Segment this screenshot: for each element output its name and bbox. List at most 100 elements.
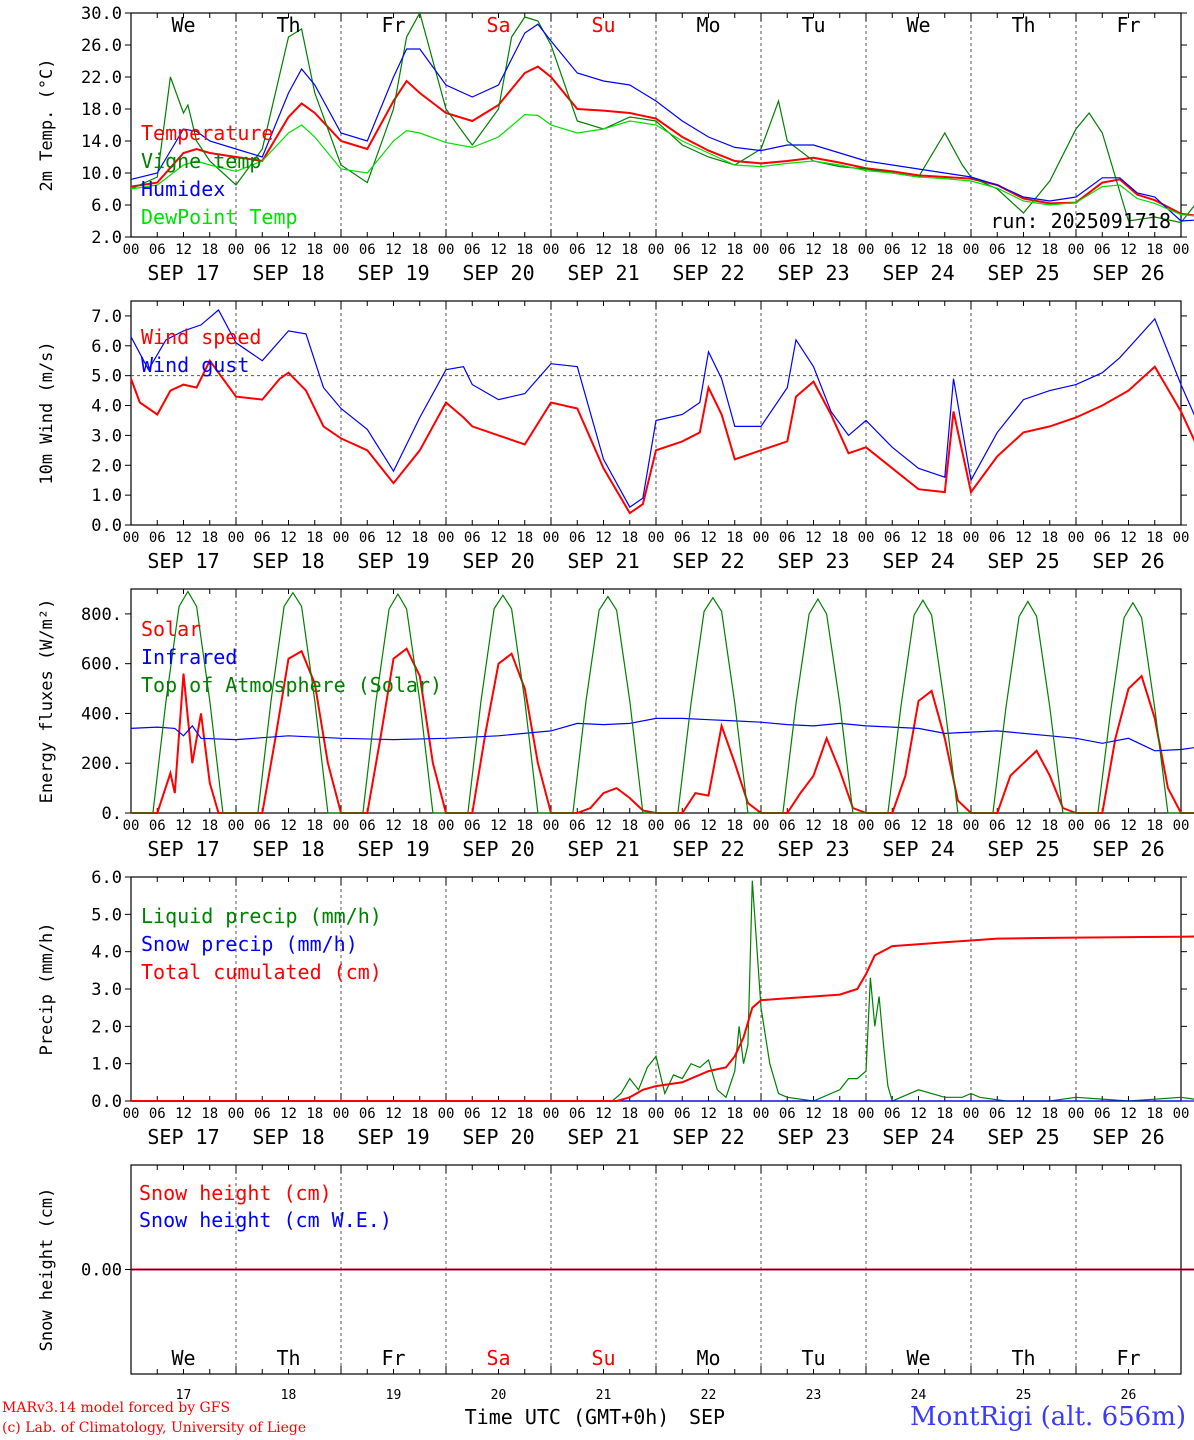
weekday-label: Su: [591, 13, 615, 37]
x-tick-label: 00: [858, 818, 875, 834]
x-tick-label: 06: [1094, 530, 1111, 546]
x-tick-label: 00: [963, 242, 980, 258]
x-tick-label: 06: [884, 530, 901, 546]
legend-entry: Top of Atmosphere (Solar): [141, 673, 442, 697]
weekday-label: Th: [1011, 1346, 1035, 1370]
x-tick-label: 06: [884, 242, 901, 258]
weekday-label: Sa: [486, 13, 510, 37]
x-tick-label: 00: [333, 1106, 350, 1122]
x-tick-label: 06: [674, 1106, 691, 1122]
y-tick-label: 30.0: [81, 4, 122, 24]
series-line-infrared: [130, 717, 1194, 752]
panel-frame: [130, 300, 1182, 526]
x-tick-label: 12: [490, 242, 507, 258]
x-tick-label: 12: [1015, 1106, 1032, 1122]
x-tick-label: 18: [936, 818, 953, 834]
x-tick-label: 06: [779, 818, 796, 834]
legend-entry: Liquid precip (mm/h): [141, 904, 382, 928]
y-axis-label: 2m Temp. (°C): [37, 58, 57, 191]
x-tick-label: 00: [543, 818, 560, 834]
x-tick-label: 06: [989, 530, 1006, 546]
date-label: SEP 24: [882, 549, 954, 573]
x-tick-label: 00: [648, 818, 665, 834]
date-label: SEP 22: [672, 261, 744, 285]
date-label: SEP 18: [252, 261, 324, 285]
x-tick-label: 18: [411, 530, 428, 546]
x-tick-label: 18: [516, 1106, 533, 1122]
x-tick-label: 12: [1120, 242, 1137, 258]
y-tick-label: 5.0: [91, 905, 122, 925]
x-tick-label: 06: [779, 530, 796, 546]
x-tick-label: 18: [516, 530, 533, 546]
legend-entry: Temperature: [141, 121, 273, 145]
x-tick-label: 12: [910, 530, 927, 546]
day-number: 26: [1121, 1388, 1137, 1403]
date-label: SEP 19: [357, 261, 429, 285]
x-tick-label: 06: [359, 818, 376, 834]
series-line-solar: [131, 647, 1194, 814]
y-tick-label: 6.0: [91, 196, 122, 216]
x-tick-label: 06: [149, 242, 166, 258]
x-tick-label: 18: [621, 818, 638, 834]
x-tick-label: 18: [621, 242, 638, 258]
x-tick-label: 18: [831, 242, 848, 258]
x-tick-label: 12: [175, 818, 192, 834]
day-number: 19: [386, 1388, 402, 1403]
x-tick-label: 00: [648, 530, 665, 546]
series-line-top-of-atmosphere-solar: [131, 590, 1194, 814]
x-tick-label: 06: [569, 242, 586, 258]
weekday-label: Th: [1011, 13, 1035, 37]
date-label: SEP 26: [1092, 1125, 1164, 1149]
y-tick-label: 0.0: [91, 1092, 122, 1112]
date-label: SEP 17: [147, 837, 219, 861]
weekday-label: Th: [276, 1346, 300, 1370]
date-label: SEP 24: [882, 837, 954, 861]
x-tick-label: 00: [858, 530, 875, 546]
y-axis-label: 10m Wind (m/s): [37, 341, 57, 484]
date-label: SEP 22: [672, 549, 744, 573]
weekday-label: Fr: [1116, 1346, 1140, 1370]
x-tick-label: 00: [753, 530, 770, 546]
legend-entry: Humidex: [141, 177, 225, 201]
day-number: 22: [701, 1388, 717, 1403]
x-tick-label: 00: [333, 818, 350, 834]
day-number: 25: [1016, 1388, 1032, 1403]
y-tick-label: 2.0: [91, 228, 122, 248]
x-tick-label: 12: [385, 530, 402, 546]
series-line-humidex: [130, 23, 1194, 222]
x-tick-label: 06: [254, 242, 271, 258]
date-label: SEP 20: [462, 837, 534, 861]
x-tick-label: 12: [175, 242, 192, 258]
weekday-label: Su: [591, 1346, 615, 1370]
x-tick-label: 06: [989, 1106, 1006, 1122]
x-tick-label: 12: [595, 242, 612, 258]
x-tick-label: 00: [333, 530, 350, 546]
x-tick-label: 18: [411, 1106, 428, 1122]
y-tick-label: 4.0: [91, 943, 122, 963]
legend-entry: Snow height (cm W.E.): [139, 1208, 392, 1232]
date-label: SEP 20: [462, 549, 534, 573]
date-label: SEP 19: [357, 549, 429, 573]
y-tick-label: 400.: [81, 704, 122, 724]
x-tick-label: 06: [254, 1106, 271, 1122]
x-tick-label: 06: [989, 818, 1006, 834]
y-axis-label: Precip (mm/h): [37, 922, 57, 1055]
y-tick-label: 10.0: [81, 164, 122, 184]
x-tick-label: 06: [359, 1106, 376, 1122]
x-tick-label: 12: [910, 818, 927, 834]
station-name: MontRigi (alt. 656m): [910, 1402, 1186, 1432]
series-line-wind-gust: [130, 309, 1194, 508]
y-tick-label: 14.0: [81, 132, 122, 152]
date-label: SEP 26: [1092, 261, 1164, 285]
x-tick-label: 18: [201, 818, 218, 834]
x-tick-label: 00: [648, 1106, 665, 1122]
date-label: SEP 19: [357, 837, 429, 861]
x-tick-label: 18: [621, 530, 638, 546]
x-tick-label: 18: [831, 1106, 848, 1122]
x-tick-label: 18: [936, 530, 953, 546]
y-tick-label: 3.0: [91, 426, 122, 446]
x-tick-label: 06: [359, 530, 376, 546]
weekday-label: We: [906, 1346, 930, 1370]
x-tick-label: 00: [753, 818, 770, 834]
x-tick-label: 18: [201, 242, 218, 258]
